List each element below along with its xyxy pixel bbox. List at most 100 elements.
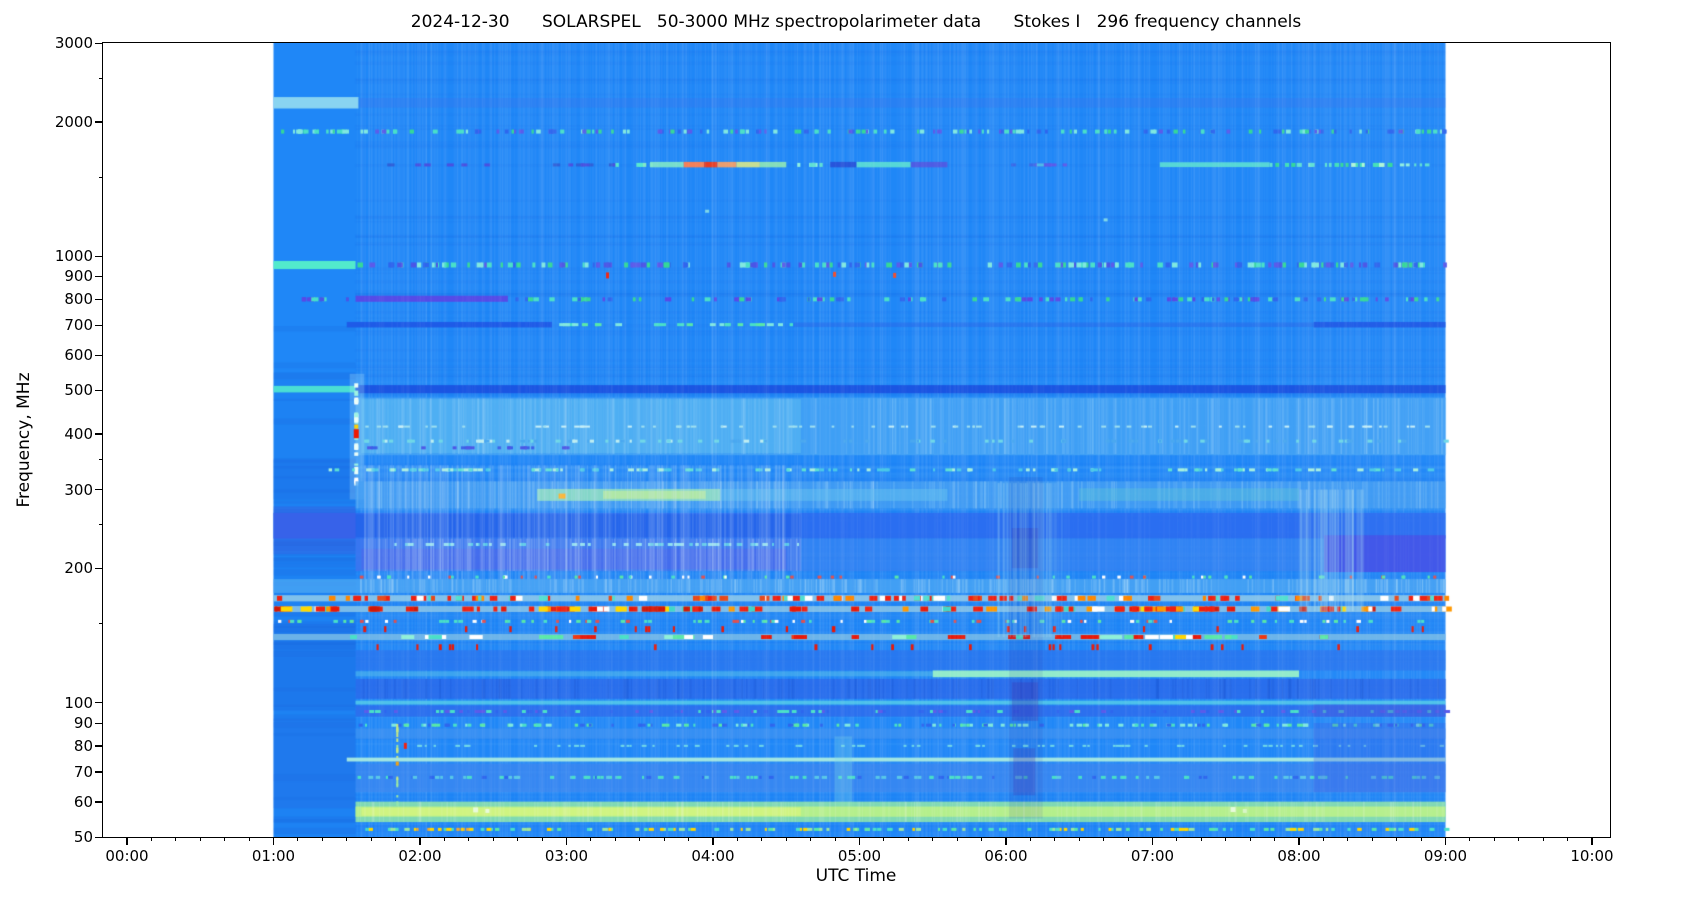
y-tick-label: 500: [64, 381, 93, 400]
x-minor-tick: [517, 837, 519, 841]
x-minor-tick: [1249, 837, 1251, 841]
y-minor-tick: [99, 176, 103, 178]
y-tick-label: 800: [64, 290, 93, 309]
x-minor-tick: [883, 837, 885, 841]
x-tick: [565, 837, 568, 845]
x-tick: [126, 837, 128, 845]
y-tick: [95, 771, 103, 773]
x-tick-label: 02:00: [398, 847, 442, 865]
y-tick: [95, 489, 103, 491]
y-tick-label: 2000: [54, 112, 93, 131]
plot-frame: [102, 42, 1611, 838]
x-minor-tick: [1103, 837, 1105, 841]
x-tick-label: 06:00: [984, 847, 1028, 865]
x-minor-tick: [1029, 837, 1031, 841]
y-tick-label: 200: [64, 559, 93, 578]
x-minor-tick: [834, 837, 836, 841]
x-minor-tick: [932, 837, 934, 841]
x-minor-tick: [1493, 837, 1495, 841]
x-minor-tick: [1518, 837, 1520, 841]
x-minor-tick: [1542, 837, 1544, 841]
figure-title: 2024-12-30 SOLARSPEL 50-3000 MHz spectro…: [410, 12, 1302, 32]
y-tick-label: 80: [73, 736, 93, 755]
x-axis-label: UTC Time: [815, 866, 897, 886]
x-minor-tick: [541, 837, 543, 841]
y-tick-label: 900: [64, 267, 93, 286]
x-tick-label: 05:00: [837, 847, 882, 865]
y-tick: [95, 389, 103, 392]
x-tick: [1298, 837, 1300, 845]
x-minor-tick: [1176, 837, 1178, 841]
x-minor-tick: [1078, 837, 1080, 841]
x-tick: [1005, 837, 1007, 845]
y-tick: [95, 567, 103, 570]
x-minor-tick: [1567, 837, 1569, 841]
y-minor-tick: [99, 77, 103, 79]
x-minor-tick: [1200, 837, 1202, 841]
x-minor-tick: [1054, 837, 1056, 841]
y-tick-label: 3000: [54, 34, 93, 52]
x-minor-tick: [199, 837, 201, 841]
x-tick-label: 09:00: [1423, 847, 1468, 865]
y-tick: [95, 121, 103, 123]
y-tick: [95, 836, 103, 838]
x-minor-tick: [736, 837, 738, 841]
x-tick: [419, 837, 421, 845]
y-tick-label: 70: [73, 762, 93, 781]
x-minor-tick: [688, 837, 690, 841]
x-minor-tick: [468, 837, 470, 841]
x-minor-tick: [248, 837, 250, 841]
y-tick-label: 90: [73, 714, 93, 732]
x-tick-label: 08:00: [1277, 847, 1321, 865]
x-tick: [1591, 837, 1593, 845]
y-tick: [95, 433, 103, 435]
x-minor-tick: [907, 837, 909, 841]
y-minor-tick: [99, 524, 103, 526]
x-minor-tick: [297, 837, 299, 841]
y-tick-label: 400: [64, 424, 93, 443]
y-tick: [95, 42, 103, 44]
x-minor-tick: [321, 837, 323, 841]
y-tick: [95, 324, 103, 327]
x-tick-label: 07:00: [1130, 847, 1175, 865]
y-tick-label: 60: [73, 792, 93, 811]
x-minor-tick: [810, 837, 812, 841]
x-minor-tick: [1469, 837, 1471, 841]
x-tick: [272, 837, 275, 845]
x-minor-tick: [639, 837, 641, 841]
spectrogram-canvas: [103, 43, 1610, 837]
x-minor-tick: [1347, 837, 1349, 841]
x-minor-tick: [663, 837, 665, 841]
x-minor-tick: [1322, 837, 1324, 841]
x-minor-tick: [175, 837, 177, 841]
y-tick-label: 700: [64, 316, 93, 335]
y-minor-tick: [99, 459, 103, 461]
x-tick-label: 03:00: [544, 847, 589, 865]
y-tick-label: 50: [73, 828, 93, 846]
y-tick: [95, 354, 103, 356]
x-tick-label: 10:00: [1570, 847, 1614, 865]
y-tick-label: 600: [64, 346, 93, 365]
x-minor-tick: [1420, 837, 1422, 841]
x-tick-label: 04:00: [691, 847, 735, 865]
x-minor-tick: [981, 837, 983, 841]
x-tick: [858, 837, 861, 845]
y-tick: [95, 745, 103, 747]
x-minor-tick: [590, 837, 592, 841]
y-tick-label: 1000: [54, 247, 93, 266]
x-minor-tick: [346, 837, 348, 841]
y-tick-label: 300: [64, 480, 93, 499]
x-minor-tick: [956, 837, 958, 841]
x-minor-tick: [1225, 837, 1227, 841]
y-tick: [95, 702, 103, 704]
x-minor-tick: [443, 837, 445, 841]
x-minor-tick: [761, 837, 763, 841]
x-minor-tick: [150, 837, 152, 841]
x-minor-tick: [370, 837, 372, 841]
y-tick: [95, 298, 103, 301]
x-tick: [1444, 837, 1447, 845]
x-minor-tick: [1396, 837, 1398, 841]
y-tick: [95, 801, 103, 803]
x-tick-label: 01:00: [251, 847, 296, 865]
